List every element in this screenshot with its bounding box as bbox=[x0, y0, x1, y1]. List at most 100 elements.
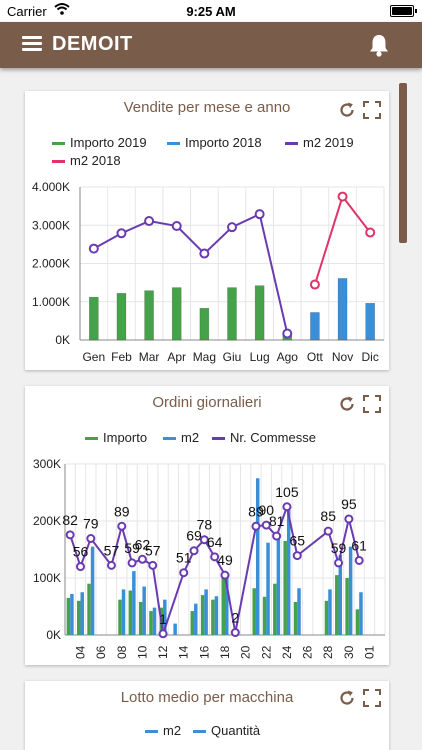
data-point bbox=[158, 629, 168, 639]
bar bbox=[121, 589, 126, 635]
data-label: 90 bbox=[259, 502, 275, 518]
legend-swatch bbox=[52, 142, 65, 145]
series-line bbox=[93, 212, 289, 334]
data-point bbox=[86, 534, 96, 544]
bar bbox=[163, 599, 167, 635]
bar bbox=[227, 287, 237, 341]
refresh-icon[interactable] bbox=[337, 394, 357, 414]
data-point bbox=[220, 570, 230, 580]
data-point bbox=[337, 191, 348, 202]
data-label: 57 bbox=[145, 542, 161, 558]
x-tick-label: 18 bbox=[218, 645, 232, 659]
refresh-icon[interactable] bbox=[337, 100, 357, 120]
bar bbox=[337, 278, 348, 341]
legend-label: m2 bbox=[181, 430, 199, 445]
x-tick-label: 30 bbox=[342, 645, 356, 659]
data-label: 81 bbox=[269, 513, 285, 529]
bar bbox=[70, 593, 74, 635]
expand-icon[interactable] bbox=[363, 689, 381, 707]
bar bbox=[255, 478, 260, 635]
bar bbox=[138, 601, 143, 635]
legend-label: m2 bbox=[163, 723, 181, 738]
sales-chart: Importo 2019 Importo 2018 m2 2019 m2 2018 0K… bbox=[32, 135, 385, 364]
bar bbox=[190, 611, 195, 635]
status-bar: Carrier 9:25 AM bbox=[0, 0, 422, 22]
bar bbox=[199, 307, 210, 341]
daily-orders-chart: Importo m2 Nr. Commesse 0K 100K 200K 300K 82 56 7… bbox=[33, 430, 386, 659]
battery-icon bbox=[390, 5, 417, 17]
x-tick-label: Mag bbox=[193, 350, 216, 364]
data-point bbox=[179, 568, 189, 578]
y-tick-label: 200K bbox=[33, 514, 61, 528]
data-point bbox=[354, 555, 364, 565]
bar bbox=[297, 588, 301, 635]
data-label: 85 bbox=[320, 508, 336, 524]
x-tick-label: Apr bbox=[167, 350, 186, 364]
x-tick-label: 16 bbox=[197, 645, 211, 659]
expand-icon[interactable] bbox=[363, 101, 381, 119]
bar bbox=[365, 302, 375, 341]
data-label: 62 bbox=[135, 536, 151, 552]
y-tick-label: 100K bbox=[33, 571, 61, 585]
bar bbox=[324, 600, 329, 635]
data-point bbox=[144, 216, 155, 227]
data-point bbox=[230, 628, 240, 638]
x-tick-label: 22 bbox=[259, 645, 273, 659]
bar bbox=[338, 555, 343, 635]
bar bbox=[273, 583, 277, 635]
data-point bbox=[272, 531, 282, 541]
bar bbox=[149, 611, 153, 635]
data-point bbox=[251, 521, 261, 531]
data-label: 51 bbox=[176, 550, 192, 566]
bar bbox=[310, 312, 320, 341]
bar bbox=[328, 589, 332, 635]
wifi-icon bbox=[54, 3, 70, 15]
card-title: Lotto medio per macchina bbox=[120, 689, 294, 706]
x-tick-label: 06 bbox=[94, 645, 108, 659]
data-point bbox=[88, 243, 99, 254]
legend-label: Importo 2019 bbox=[70, 135, 147, 150]
x-tick-label: 26 bbox=[301, 645, 315, 659]
legend-swatch bbox=[145, 730, 158, 733]
legend-label: Nr. Commesse bbox=[230, 430, 316, 445]
data-point bbox=[116, 228, 127, 239]
bar bbox=[252, 588, 256, 635]
bar bbox=[355, 609, 360, 635]
legend-swatch bbox=[85, 437, 98, 440]
bar bbox=[194, 603, 198, 635]
machine-lot-card: Lotto medio per macchina m2 Quantità bbox=[25, 681, 389, 750]
data-point bbox=[199, 535, 209, 545]
app-title: DEMOIT bbox=[52, 33, 133, 55]
y-tick-label: 300K bbox=[33, 457, 61, 471]
data-label: 65 bbox=[289, 533, 305, 549]
refresh-icon[interactable] bbox=[337, 688, 357, 708]
data-point bbox=[148, 560, 158, 570]
expand-icon[interactable] bbox=[363, 395, 381, 413]
scrollbar[interactable] bbox=[399, 83, 407, 243]
app-bar: DEMOIT bbox=[0, 22, 422, 68]
series-line bbox=[69, 503, 361, 635]
card-title: Vendite per mese e anno bbox=[123, 99, 291, 116]
y-tick-label: 2.000K bbox=[32, 257, 70, 271]
data-label: 78 bbox=[197, 517, 213, 533]
y-tick-label: 0K bbox=[46, 628, 61, 642]
x-tick-label: 20 bbox=[239, 645, 253, 659]
x-tick-label: 24 bbox=[280, 645, 294, 659]
data-point bbox=[309, 279, 320, 290]
data-label: 105 bbox=[275, 484, 299, 500]
bar bbox=[293, 601, 298, 635]
data-label: 82 bbox=[62, 512, 78, 528]
series-line bbox=[313, 194, 371, 285]
data-label: 2 bbox=[231, 610, 239, 626]
menu-icon[interactable] bbox=[22, 36, 42, 52]
legend-swatch bbox=[285, 142, 298, 145]
data-point bbox=[65, 530, 75, 540]
bar bbox=[204, 589, 208, 635]
bar bbox=[171, 287, 182, 341]
card-title: Ordini giornalieri bbox=[152, 394, 262, 411]
x-tick-label: 01 bbox=[363, 645, 377, 659]
bell-icon[interactable] bbox=[368, 33, 390, 57]
bar bbox=[128, 590, 133, 635]
bar bbox=[348, 546, 353, 635]
data-label: 59 bbox=[331, 540, 347, 556]
